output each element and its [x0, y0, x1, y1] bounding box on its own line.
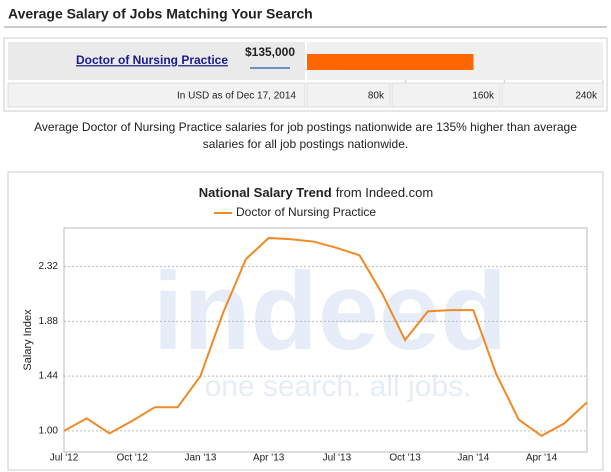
- x-tick-label: 80k: [368, 91, 385, 102]
- note-cell: [7, 82, 306, 108]
- tick-cell: [391, 82, 501, 108]
- y-tick-label: 1.44: [39, 371, 59, 382]
- chart-title: National Salary Trend from Indeed.com: [199, 185, 433, 200]
- y-tick-label: 2.32: [39, 261, 59, 272]
- y-tick-label: 1.00: [39, 425, 59, 436]
- x-tick-label: 240k: [575, 91, 598, 102]
- y-axis-label: Salary Index: [22, 309, 34, 371]
- watermark-logo: indeed: [153, 250, 508, 373]
- header-title: Average Salary of Jobs Matching Your Sea…: [8, 6, 313, 22]
- x-tick-label: Jul '12: [50, 453, 79, 464]
- x-tick-label: Oct '12: [117, 453, 149, 464]
- title-main: National Salary Trend: [199, 185, 332, 200]
- value-underline: [250, 67, 290, 69]
- note: In USD as of Dec 17, 2014: [177, 91, 296, 102]
- label-cell: [8, 42, 305, 80]
- x-tick-label: Oct '13: [389, 453, 421, 464]
- x-tick-label: Jul '13: [323, 453, 352, 464]
- value-label: $135,000: [245, 45, 295, 59]
- x-tick-label: Jan '14: [457, 453, 489, 464]
- y-tick-label: 1.88: [39, 316, 59, 327]
- legend-label: Doctor of Nursing Practice: [236, 205, 376, 219]
- summary: Average Doctor of Nursing Practice salar…: [34, 120, 577, 151]
- x-tick-label: Apr '14: [526, 453, 558, 464]
- x-tick-label: Apr '13: [253, 453, 285, 464]
- plot-area: [63, 227, 588, 453]
- bar: [307, 54, 474, 70]
- tick-cell: [306, 82, 391, 108]
- title-sub: from Indeed.com: [336, 185, 434, 200]
- series-line: [63, 236, 588, 438]
- x-tick-label: 160k: [472, 91, 495, 102]
- watermark-tagline: one search. all jobs.: [205, 370, 472, 403]
- x-tick-label: Jan '13: [184, 453, 216, 464]
- category-link[interactable]: Doctor of Nursing Practice: [76, 53, 228, 67]
- tick-cell: [501, 82, 604, 108]
